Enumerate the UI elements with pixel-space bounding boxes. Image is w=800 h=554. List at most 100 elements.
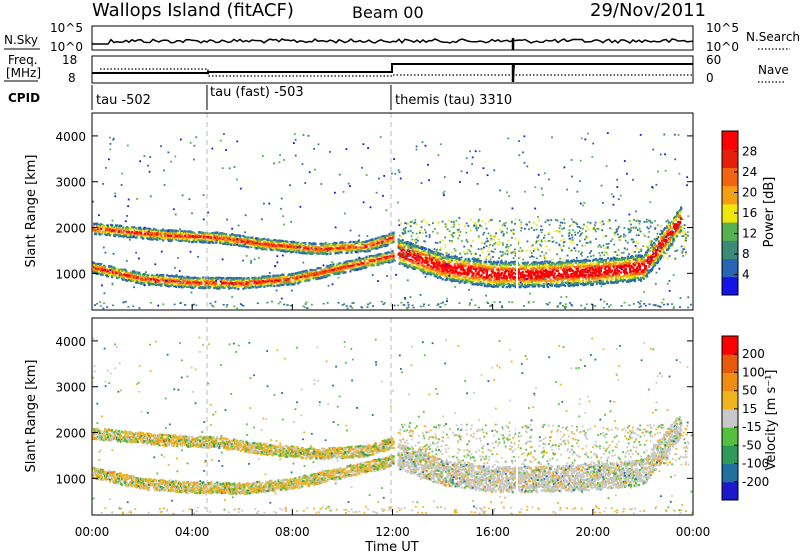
echo-pixel (350, 243, 353, 246)
echo-pixel (537, 261, 540, 264)
echo-pixel (245, 243, 248, 246)
echo-pixel (424, 247, 427, 251)
echo-pixel (536, 276, 539, 279)
echo-pixel (266, 278, 269, 281)
echo-pixel (221, 232, 224, 235)
echo-pixel (386, 255, 389, 258)
echo-pixel (321, 276, 324, 279)
echo-pixel (511, 281, 514, 284)
echo-pixel (121, 277, 124, 280)
echo-pixel (166, 274, 169, 277)
echo-pixel (491, 268, 494, 271)
echo-pixel (291, 281, 294, 284)
echo-pixel (454, 279, 457, 282)
echo-pixel (242, 281, 245, 284)
echo-pixel (135, 274, 138, 278)
echo-pixel (418, 266, 421, 269)
echo-pixel (595, 282, 598, 285)
echo-pixel (456, 277, 459, 280)
echo-pixel (563, 265, 566, 268)
echo-pixel (391, 260, 394, 263)
echo-pixel (201, 235, 204, 238)
echo-pixel (588, 259, 591, 262)
echo-pixel (429, 271, 432, 274)
echo-pixel (140, 229, 143, 232)
echo-pixel (473, 259, 476, 263)
echo-pixel (563, 264, 566, 267)
echo-pixel (264, 240, 267, 243)
echo-pixel (246, 285, 249, 288)
echo-pixel (550, 279, 553, 282)
echo-pixel (275, 280, 278, 283)
echo-pixel (392, 258, 395, 261)
echo-pixel (408, 243, 411, 246)
echo-pixel (388, 261, 391, 264)
echo-pixel (297, 245, 300, 248)
echo-pixel (194, 233, 197, 236)
echo-pixel (107, 270, 110, 273)
echo-pixel (254, 285, 257, 288)
echo-pixel (107, 225, 110, 228)
echo-pixel (432, 251, 435, 254)
echo-pixel (551, 271, 554, 274)
echo-pixel (612, 271, 616, 275)
echo-pixel (109, 234, 112, 237)
echo-pixel (503, 280, 506, 283)
echo-pixel (392, 252, 395, 255)
echo-pixel (190, 283, 193, 286)
echo-pixel (569, 267, 572, 270)
echo-pixel (242, 234, 245, 238)
echo-pixel (294, 281, 297, 284)
echo-pixel (318, 271, 321, 274)
echo-pixel (169, 232, 172, 235)
echo-pixel (576, 267, 579, 270)
echo-pixel (575, 271, 578, 274)
echo-pixel (539, 263, 542, 266)
echo-pixel (503, 272, 506, 275)
echo-pixel (452, 259, 455, 262)
echo-pixel (225, 233, 228, 236)
echo-pixel (525, 279, 528, 282)
echo-pixel (142, 274, 145, 277)
echo-pixel (567, 284, 570, 288)
echo-pixel (597, 263, 600, 266)
echo-pixel (120, 224, 123, 227)
echo-pixel (402, 246, 405, 249)
echo-pixel (105, 228, 108, 231)
echo-pixel (330, 266, 333, 269)
echo-pixel (212, 241, 215, 244)
echo-pixel (169, 231, 172, 234)
echo-pixel (501, 276, 504, 280)
echo-pixel (349, 240, 352, 243)
echo-pixel (523, 281, 526, 284)
echo-pixel (105, 227, 108, 230)
echo-pixel (474, 275, 477, 278)
echo-pixel (308, 275, 311, 278)
echo-pixel (529, 284, 532, 287)
echo-pixel (259, 240, 262, 243)
echo-pixel (404, 262, 407, 265)
echo-pixel (278, 276, 281, 280)
echo-pixel (96, 271, 99, 274)
echo-pixel (335, 251, 338, 254)
echo-pixel (131, 272, 134, 275)
echo-pixel (413, 250, 416, 253)
echo-pixel (397, 238, 400, 241)
echo-pixel (289, 244, 292, 247)
echo-pixel (596, 276, 599, 279)
echo-pixel (505, 286, 508, 289)
echo-pixel (140, 282, 143, 285)
echo-pixel (145, 279, 148, 282)
echo-pixel (475, 277, 478, 280)
echo-pixel (216, 231, 219, 234)
echo-pixel (464, 258, 467, 261)
echo-pixel (312, 252, 315, 255)
echo-pixel (329, 251, 332, 254)
echo-pixel (472, 267, 475, 270)
echo-pixel (372, 263, 375, 266)
echo-pixel (442, 269, 445, 272)
echo-pixel (329, 267, 332, 271)
echo-pixel (504, 262, 507, 265)
echo-pixel (413, 247, 416, 250)
echo-pixel (279, 279, 282, 282)
